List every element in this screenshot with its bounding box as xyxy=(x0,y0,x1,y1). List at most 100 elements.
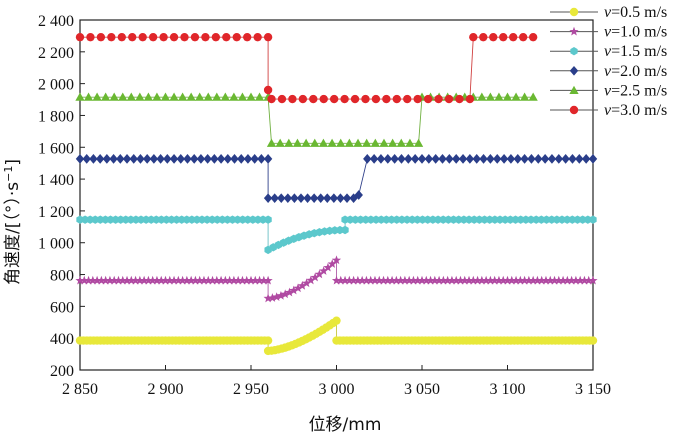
data-point xyxy=(464,275,474,285)
x-tick-label: 2 950 xyxy=(233,381,269,398)
legend-item-6: v=3.0 m/s xyxy=(550,102,667,119)
data-point xyxy=(318,138,329,147)
data-point xyxy=(301,278,312,288)
legend-item-1: v=0.5 m/s xyxy=(550,4,667,21)
data-point xyxy=(306,275,316,285)
data-point xyxy=(370,275,380,285)
data-point xyxy=(270,193,279,204)
data-point xyxy=(253,32,262,42)
y-axis-title: 角速度/[（°）·s−1] xyxy=(2,159,24,285)
data-point xyxy=(246,92,256,101)
data-point xyxy=(528,32,538,42)
data-point xyxy=(263,293,273,303)
data-point xyxy=(83,275,94,285)
data-point xyxy=(336,193,345,204)
y-tick-label: 200 xyxy=(50,363,74,380)
data-point xyxy=(233,275,243,285)
legend-label: v=2.0 m/s xyxy=(604,63,667,80)
legend-label: v=1.5 m/s xyxy=(604,43,667,60)
data-point xyxy=(159,32,168,42)
legend-label: v=1.0 m/s xyxy=(604,24,667,41)
data-point xyxy=(297,280,307,290)
data-point xyxy=(392,94,401,104)
data-point xyxy=(561,154,570,164)
data-point xyxy=(220,275,230,285)
data-point xyxy=(477,92,487,101)
data-point xyxy=(254,92,265,101)
data-point xyxy=(513,154,522,164)
data-point xyxy=(370,138,380,147)
legend-marker xyxy=(569,26,579,36)
data-point xyxy=(118,92,128,101)
data-point xyxy=(486,154,495,164)
data-point xyxy=(465,154,475,164)
data-point xyxy=(489,32,498,42)
legend-label-var: v xyxy=(604,82,612,99)
data-point xyxy=(283,193,293,204)
data-point xyxy=(319,94,328,104)
data-point xyxy=(118,275,128,285)
data-point xyxy=(362,138,372,147)
y-axis-title-degree: ° xyxy=(3,205,23,214)
data-point xyxy=(445,154,454,164)
data-point xyxy=(263,193,273,204)
data-point xyxy=(148,275,158,285)
data-point xyxy=(128,32,137,42)
data-point xyxy=(327,259,337,268)
data-point xyxy=(232,32,241,42)
data-point xyxy=(250,275,260,285)
data-point xyxy=(196,154,206,164)
data-point xyxy=(421,275,431,285)
data-point xyxy=(396,275,406,285)
legend-label: v=2.5 m/s xyxy=(604,82,667,99)
data-point xyxy=(152,275,162,285)
data-point xyxy=(387,275,397,285)
x-tick-label: 3 150 xyxy=(575,381,611,398)
data-point xyxy=(169,32,179,42)
data-point xyxy=(310,272,320,282)
legend-marker xyxy=(569,105,579,115)
data-point xyxy=(371,94,381,104)
legend-marker xyxy=(569,65,579,76)
data-point xyxy=(460,275,470,285)
data-point xyxy=(340,94,349,104)
data-point xyxy=(83,92,94,101)
data-point xyxy=(267,94,276,104)
series-3 xyxy=(76,215,597,255)
data-point xyxy=(75,154,85,164)
data-point xyxy=(485,275,495,285)
series-6 xyxy=(75,32,538,104)
data-point xyxy=(82,154,91,164)
data-point xyxy=(210,154,219,164)
data-point xyxy=(237,275,248,285)
legend-item-5: v=2.5 m/s xyxy=(550,82,667,99)
data-point xyxy=(528,92,538,101)
data-point xyxy=(404,275,414,285)
data-point xyxy=(139,275,149,285)
data-point xyxy=(263,32,273,42)
data-point xyxy=(135,275,145,285)
data-point xyxy=(472,275,483,285)
data-point xyxy=(472,154,481,164)
data-point xyxy=(499,154,509,164)
data-point xyxy=(298,94,308,104)
data-point xyxy=(242,275,252,285)
data-point xyxy=(203,92,213,101)
data-point xyxy=(391,275,401,285)
y-tick-label: 1 000 xyxy=(38,236,74,253)
data-point xyxy=(222,32,231,42)
data-point xyxy=(353,275,363,285)
data-point xyxy=(180,32,189,42)
data-point xyxy=(216,154,226,164)
y-axis-title-sup: −1 xyxy=(2,166,15,182)
legend-label-value: =3.0 m/s xyxy=(611,102,667,119)
data-point xyxy=(353,138,363,147)
data-point xyxy=(417,275,427,285)
data-point xyxy=(169,92,179,101)
data-point xyxy=(354,190,363,200)
data-point xyxy=(138,32,147,42)
data-point xyxy=(520,275,530,285)
data-point xyxy=(413,94,422,104)
data-point xyxy=(225,275,235,285)
data-point xyxy=(361,94,370,104)
